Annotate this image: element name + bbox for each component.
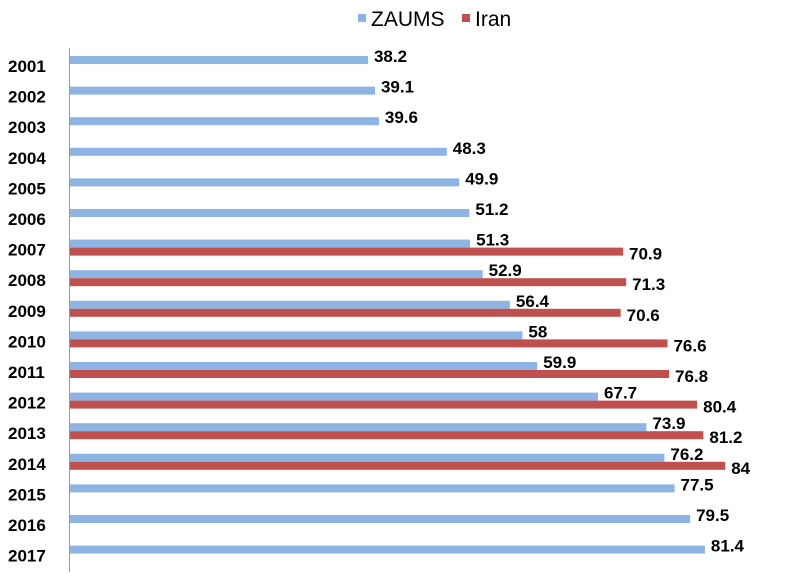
- bar-zaums: [70, 423, 646, 431]
- category-label: 2014: [8, 455, 46, 474]
- category-labels: 2001 2002 2003 2004 2005 2006 2007 2008 2009 2010…: [8, 57, 46, 566]
- data-label-zaums: 76.2: [670, 445, 703, 464]
- data-label-zaums: 67.7: [604, 384, 637, 403]
- category-label: 2001: [8, 57, 46, 76]
- category-label: 2003: [8, 118, 46, 137]
- data-label-zaums: 39.1: [381, 78, 414, 97]
- legend-swatch-zaums: [358, 14, 366, 22]
- category-label: 2013: [8, 424, 46, 443]
- data-label-iran: 71.3: [632, 275, 665, 294]
- bar-zaums: [70, 393, 598, 401]
- category-label: 2008: [8, 271, 46, 290]
- bar-iran: [70, 462, 725, 470]
- category-label: 2007: [8, 241, 46, 260]
- data-label-zaums: 56.4: [516, 292, 550, 311]
- bar-iran: [70, 370, 669, 378]
- bar-zaums: [70, 546, 705, 554]
- category-label: 2009: [8, 302, 46, 321]
- data-label-iran: 76.6: [673, 336, 706, 355]
- category-label: 2005: [8, 179, 46, 198]
- bar-zaums: [70, 117, 379, 125]
- bar-zaums: [70, 178, 459, 186]
- data-label-zaums: 49.9: [465, 169, 498, 188]
- bar-zaums: [70, 331, 522, 339]
- category-label: 2006: [8, 210, 46, 229]
- category-label: 2012: [8, 394, 46, 413]
- legend-label-zaums: ZAUMS: [371, 8, 445, 31]
- data-label-zaums: 77.5: [681, 475, 714, 494]
- bar-iran: [70, 278, 626, 286]
- bar-zaums: [70, 515, 690, 523]
- category-label: 2016: [8, 516, 46, 535]
- data-label-iran: 76.8: [675, 367, 708, 386]
- bar-zaums: [70, 87, 375, 95]
- bars: [70, 56, 725, 554]
- category-label: 2017: [8, 547, 46, 566]
- category-label: 2002: [8, 88, 46, 107]
- data-label-iran: 70.9: [629, 245, 662, 264]
- bar-zaums: [70, 56, 368, 64]
- data-label-iran: 81.2: [709, 428, 742, 447]
- bar-iran: [70, 431, 703, 439]
- legend-label-iran: Iran: [475, 8, 511, 31]
- data-label-iran: 70.6: [627, 306, 660, 325]
- data-label-zaums: 52.9: [489, 261, 522, 280]
- data-label-zaums: 79.5: [696, 506, 729, 525]
- bar-iran: [70, 339, 667, 347]
- data-label-zaums: 39.6: [385, 108, 418, 127]
- bar-iran: [70, 248, 623, 256]
- bar-zaums: [70, 454, 664, 462]
- data-label-zaums: 73.9: [652, 414, 685, 433]
- bar-zaums: [70, 362, 537, 370]
- category-label: 2015: [8, 485, 46, 504]
- data-label-zaums: 51.3: [476, 231, 509, 250]
- legend: ZAUMS Iran: [358, 8, 511, 31]
- bar-zaums: [70, 209, 469, 217]
- bar-zaums: [70, 301, 510, 309]
- data-label-zaums: 51.2: [475, 200, 508, 219]
- data-label-zaums: 38.2: [374, 47, 407, 66]
- data-label-zaums: 48.3: [453, 139, 486, 158]
- category-label: 2010: [8, 332, 46, 351]
- bar-iran: [70, 401, 697, 409]
- category-label: 2004: [8, 149, 46, 168]
- data-label-iran: 84: [731, 459, 750, 478]
- bar-zaums: [70, 484, 675, 492]
- data-label-zaums: 81.4: [711, 537, 745, 556]
- legend-swatch-iran: [462, 14, 470, 22]
- bar-zaums: [70, 148, 447, 156]
- bar-zaums: [70, 240, 470, 248]
- data-label-iran: 80.4: [703, 398, 737, 417]
- category-label: 2011: [8, 363, 45, 382]
- data-label-zaums: 59.9: [543, 353, 576, 372]
- data-label-zaums: 58: [528, 322, 547, 341]
- bar-zaums: [70, 270, 483, 278]
